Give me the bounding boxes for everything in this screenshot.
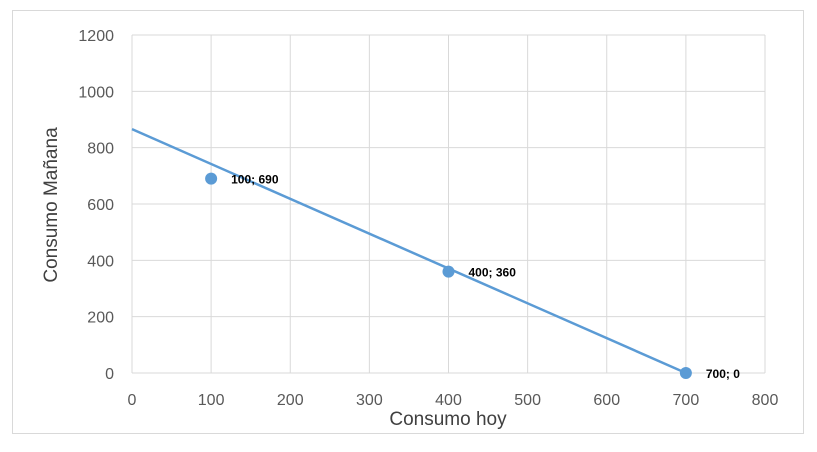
y-tick-label: 600	[87, 197, 114, 214]
data-point	[442, 265, 455, 278]
y-axis-title: Consumo Mañana	[41, 127, 62, 283]
y-tick-label: 400	[87, 253, 114, 270]
x-tick-label: 0	[128, 392, 137, 409]
data-label: 700; 0	[706, 367, 740, 381]
x-tick-label: 800	[752, 392, 779, 409]
x-tick-label: 300	[356, 392, 383, 409]
y-tick-label: 0	[105, 366, 114, 383]
data-labels: 100; 690 400; 360 700; 0	[231, 173, 740, 381]
chart-frame	[12, 10, 804, 434]
data-point	[205, 172, 218, 185]
data-label: 100; 690	[231, 173, 279, 187]
x-tick-label: 400	[435, 392, 462, 409]
y-tick-label: 1000	[78, 84, 114, 101]
y-tick-label: 200	[87, 310, 114, 327]
x-tick-label: 200	[277, 392, 304, 409]
data-series	[131, 128, 692, 379]
gridlines	[131, 34, 766, 374]
tick-labels: 0 100 200 300 400 500 600 700 800 0 200 400 600 800 10…	[78, 28, 778, 409]
data-point	[679, 367, 692, 379]
x-tick-label: 600	[593, 392, 620, 409]
x-tick-label: 700	[673, 392, 700, 409]
y-tick-label: 1200	[78, 28, 114, 45]
x-axis-title: Consumo hoy	[389, 409, 507, 430]
x-tick-label: 500	[514, 392, 541, 409]
data-label: 400; 360	[469, 266, 517, 280]
y-tick-label: 800	[87, 141, 114, 158]
series-line	[131, 128, 687, 375]
x-tick-label: 100	[198, 392, 225, 409]
